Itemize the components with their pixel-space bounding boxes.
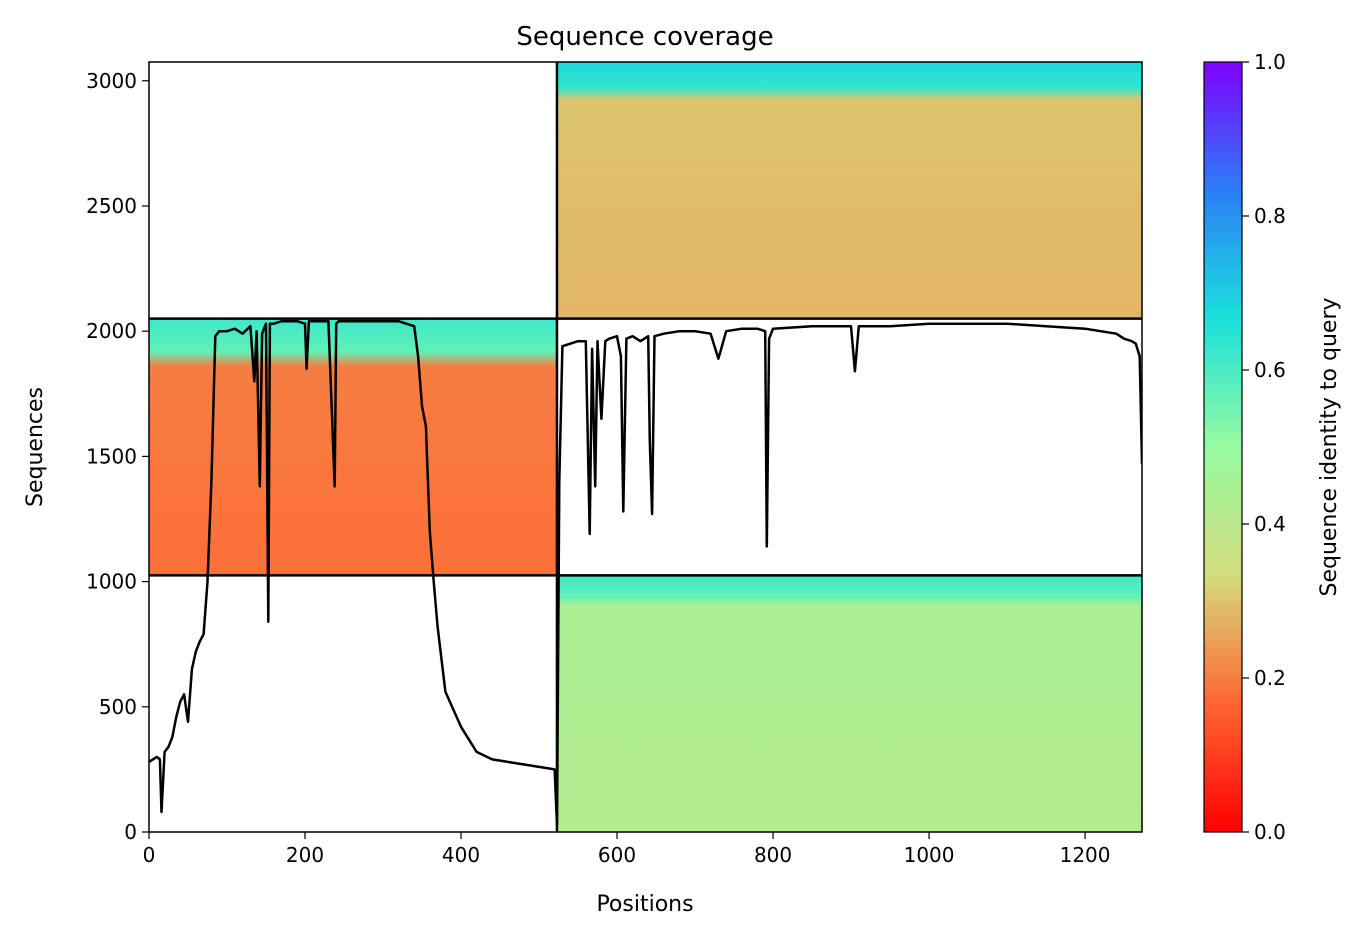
y-axis-label: Sequences: [23, 387, 48, 507]
y-tick-label: 1500: [86, 444, 137, 468]
y-tick-label: 2000: [86, 319, 137, 343]
colorbar-ticks: 0.0 0.2 0.4 0.6 0.8 1.0: [1242, 50, 1286, 844]
x-tick-label: 200: [286, 843, 324, 867]
plot-frame: [148, 61, 1143, 833]
colorbar-tick-label: 0.6: [1254, 358, 1286, 382]
x-tick-label: 600: [598, 843, 636, 867]
msa-block-1: [556, 575, 1142, 832]
msa-block-2: [149, 318, 557, 576]
y-tick-label: 3000: [86, 69, 137, 93]
x-axis-label: Positions: [596, 892, 693, 917]
colorbar-label: Sequence identity to query: [1317, 297, 1342, 596]
x-tick-label: 0: [143, 843, 156, 867]
colorbar-tick-label: 1.0: [1254, 50, 1286, 74]
x-tick-label: 400: [442, 843, 480, 867]
x-tick-label: 1000: [904, 843, 955, 867]
colorbar-tick-label: 0.0: [1254, 820, 1286, 844]
y-tick-label: 500: [99, 695, 137, 719]
x-tick-label: 1200: [1060, 843, 1111, 867]
y-tick-label: 2500: [86, 194, 137, 218]
colorbar-tick-label: 0.8: [1254, 204, 1286, 228]
msa-blocks: [149, 62, 1142, 832]
coverage-line: [149, 319, 1142, 826]
x-axis: 0 200 400 600 800 1000 1200: [143, 832, 1111, 867]
y-axis: 0 500 1000 1500 2000 2500 3000: [86, 69, 149, 844]
colorbar: [1203, 61, 1243, 833]
colorbar-tick-label: 0.4: [1254, 512, 1286, 536]
x-tick-label: 800: [754, 843, 792, 867]
y-tick-label: 0: [124, 820, 137, 844]
y-tick-label: 1000: [86, 570, 137, 594]
chart-title: Sequence coverage: [516, 22, 773, 52]
msa-block-3: [556, 62, 1142, 319]
colorbar-tick-label: 0.2: [1254, 666, 1286, 690]
coverage-line-group: [149, 319, 1142, 826]
